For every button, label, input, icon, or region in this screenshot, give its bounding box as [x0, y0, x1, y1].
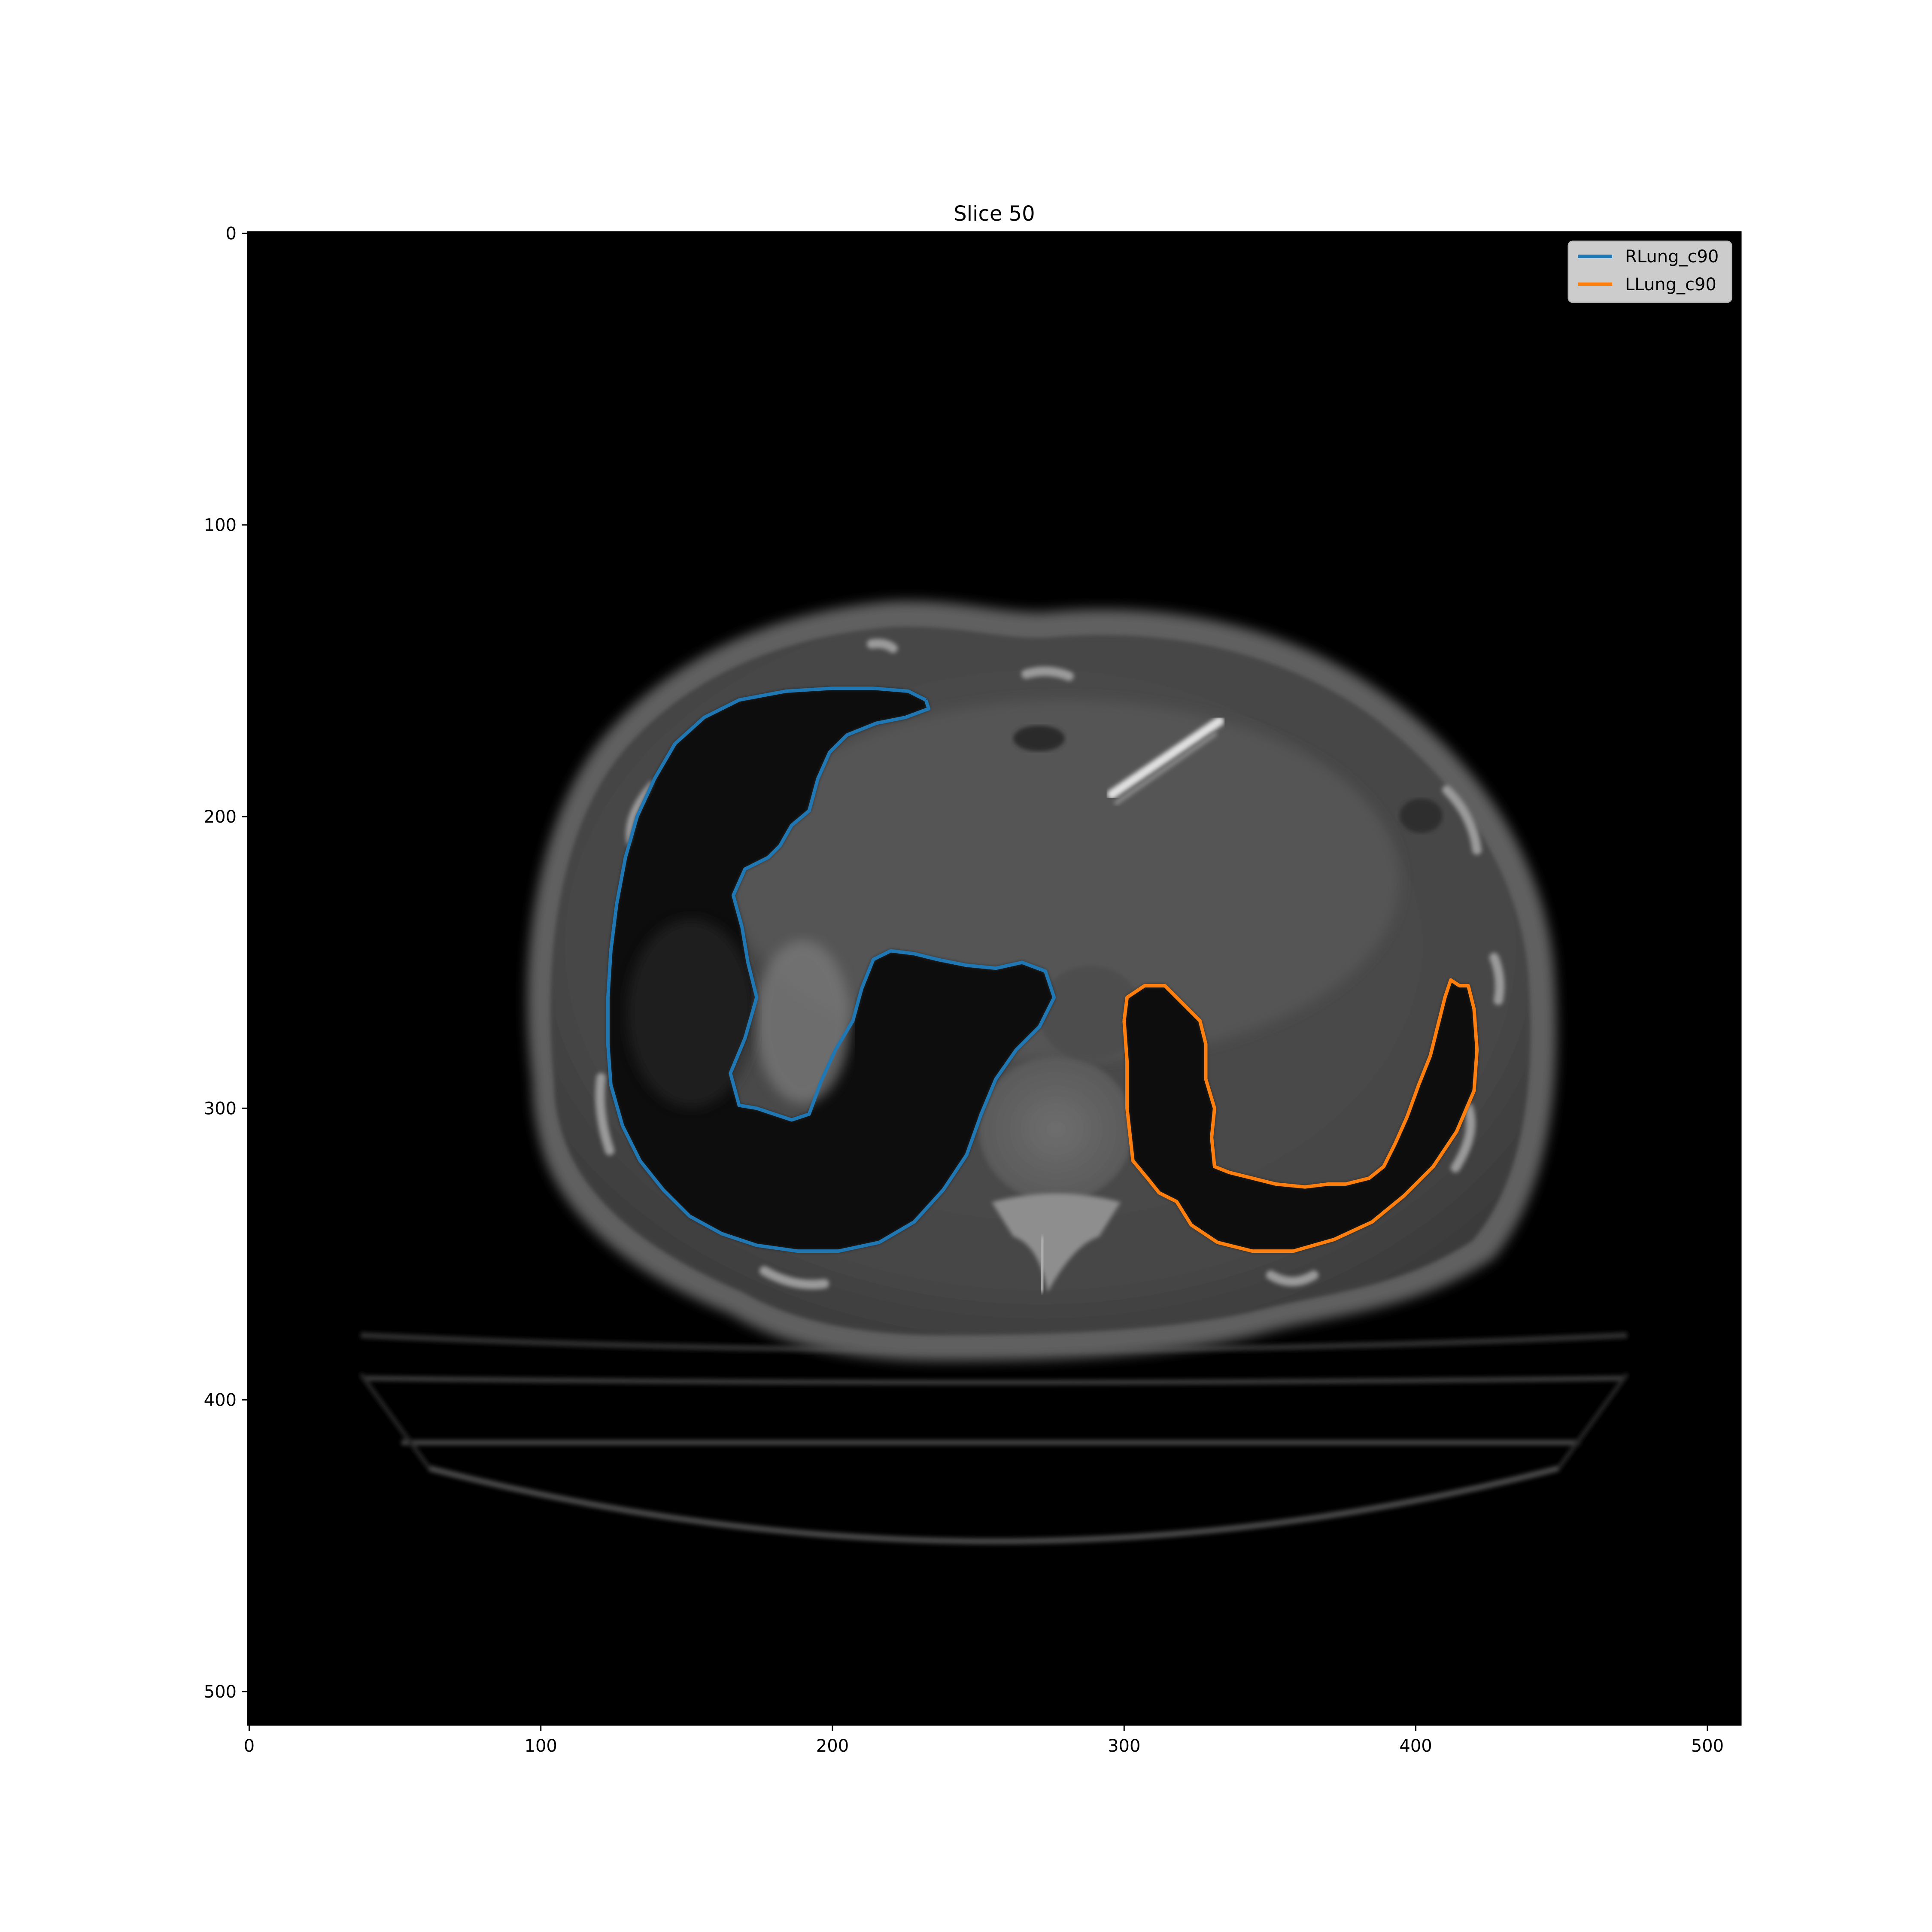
axes-frame: [247, 231, 1742, 1726]
x-tick-label: 500: [1691, 1736, 1724, 1756]
ct-image: RLung_c90 LLung_c90: [248, 232, 1741, 1725]
legend-label-llung: LLung_c90: [1625, 275, 1716, 295]
legend: RLung_c90 LLung_c90: [1567, 240, 1732, 303]
aorta: [1039, 966, 1142, 1060]
x-tick-label: 200: [816, 1736, 849, 1756]
legend-label-rlung: RLung_c90: [1625, 247, 1719, 267]
left-lung-fill: [1124, 980, 1477, 1252]
x-tick-label: 0: [244, 1736, 255, 1756]
x-axis: 0 100 200 300 400 500: [244, 1725, 1724, 1756]
x-tick-label: 100: [525, 1736, 557, 1756]
gas-pocket: [1400, 799, 1443, 833]
rlung-contour: [606, 687, 1056, 1253]
y-axis: 0 100 200 300 400 500: [204, 224, 248, 1702]
y-tick-label: 300: [204, 1099, 237, 1118]
consolidation: [756, 940, 850, 1103]
y-tick-label: 400: [204, 1391, 237, 1410]
x-tick-label: 400: [1399, 1736, 1432, 1756]
figure-title: Slice 50: [954, 202, 1035, 226]
y-tick-label: 200: [204, 807, 237, 827]
llung-contour: [1122, 978, 1479, 1253]
metal-artifact: [1107, 717, 1224, 799]
y-tick-label: 500: [204, 1682, 237, 1702]
right-lung-fill: [608, 688, 1054, 1252]
vertebral-body: [979, 1056, 1133, 1202]
x-tick-label: 300: [1108, 1736, 1140, 1756]
y-tick-label: 0: [226, 224, 237, 243]
vertebral-arch: [992, 1194, 1121, 1292]
y-tick-label: 100: [204, 516, 237, 535]
stomach-gas: [1013, 726, 1065, 751]
